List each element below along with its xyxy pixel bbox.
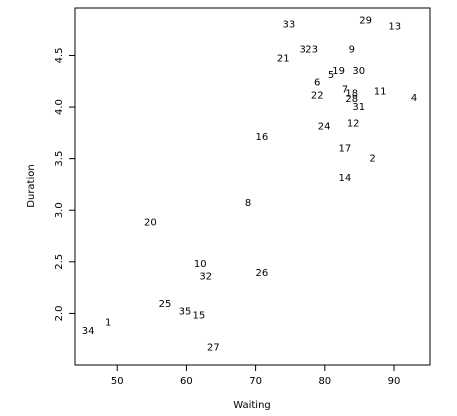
point-label: 1 bbox=[105, 318, 111, 329]
point-label: 19 bbox=[332, 66, 345, 77]
point-label: 7 bbox=[342, 85, 348, 96]
point-label: 25 bbox=[159, 299, 172, 310]
point-label: 33 bbox=[282, 20, 295, 31]
x-axis-label: Waiting bbox=[233, 400, 271, 411]
point-label: 23 bbox=[305, 44, 318, 55]
y-tick-label: 3.5 bbox=[54, 151, 65, 167]
y-tick-label: 2.5 bbox=[54, 254, 65, 270]
point-label: 12 bbox=[347, 119, 360, 130]
point-label: 32 bbox=[199, 271, 212, 282]
x-tick-label: 90 bbox=[388, 376, 401, 387]
point-label: 17 bbox=[339, 143, 352, 154]
point-label: 30 bbox=[352, 66, 365, 77]
point-label: 22 bbox=[311, 91, 324, 102]
y-tick-label: 4.5 bbox=[54, 48, 65, 64]
point-label: 13 bbox=[388, 22, 401, 33]
point-label: 24 bbox=[318, 122, 331, 133]
point-label: 16 bbox=[255, 132, 268, 143]
point-label: 3 bbox=[299, 44, 305, 55]
point-label: 26 bbox=[255, 268, 268, 279]
y-axis-label: Duration bbox=[26, 164, 37, 207]
point-label: 21 bbox=[277, 54, 290, 65]
point-label: 5 bbox=[328, 70, 334, 81]
y-tick-label: 4.0 bbox=[54, 99, 65, 115]
point-label: 8 bbox=[245, 198, 251, 209]
plot-frame bbox=[74, 7, 431, 366]
point-label: 31 bbox=[352, 102, 365, 113]
point-label: 18 bbox=[345, 89, 358, 100]
x-tick-label: 70 bbox=[249, 376, 262, 387]
point-label: 4 bbox=[411, 93, 417, 104]
point-label: 35 bbox=[179, 306, 192, 317]
point-label: 28 bbox=[345, 94, 358, 105]
point-label: 34 bbox=[82, 326, 95, 337]
y-tick-label: 2.0 bbox=[54, 305, 65, 321]
point-label: 9 bbox=[349, 44, 355, 55]
point-label: 14 bbox=[339, 173, 352, 184]
point-label: 20 bbox=[144, 218, 157, 229]
point-label: 29 bbox=[359, 15, 372, 26]
x-tick-label: 60 bbox=[180, 376, 193, 387]
point-label: 27 bbox=[207, 342, 220, 353]
point-label: 10 bbox=[194, 259, 207, 270]
point-label: 6 bbox=[314, 77, 320, 88]
point-label: 2 bbox=[369, 154, 375, 165]
x-tick-label: 50 bbox=[111, 376, 124, 387]
point-label: 15 bbox=[193, 310, 206, 321]
point-label: 11 bbox=[374, 87, 387, 98]
x-tick-label: 80 bbox=[318, 376, 331, 387]
y-tick-label: 3.0 bbox=[54, 202, 65, 218]
